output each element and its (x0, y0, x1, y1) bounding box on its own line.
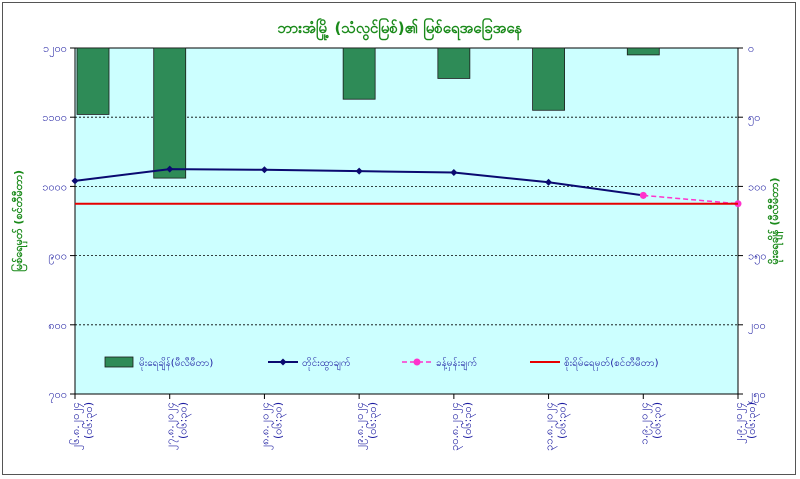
right-tick-label-4: ၂၀၀ (748, 319, 766, 334)
x-tick-label-4: ၃၀.၈.၂၀၂၄(၀၆:၃၀) (448, 402, 476, 451)
x-tick-date-6: ၁.၉.၂၀၂၄ (637, 402, 652, 445)
x-tick-time-6: (၀၆:၃၀) (650, 402, 665, 439)
x-tick-time-0: (၀၆:၃၀) (82, 402, 97, 439)
rain-bar-4 (437, 47, 471, 79)
x-tick-date-4: ၃၀.၈.၂၀၂၄ (448, 402, 463, 451)
rain-bar-6 (626, 47, 660, 56)
right-tick-label-2: ၁၀၀ (748, 180, 767, 193)
x-tick-time-2: (၀၆:၃၀) (271, 402, 286, 439)
x-tick-time-1: (၀၆:၃၀) (177, 402, 192, 439)
x-tick-label-3: ၂၉.၈.၂၀၂၄(၀၆:၃၀) (353, 402, 381, 450)
x-tick-time-4: (၀၆:၃၀) (461, 402, 476, 439)
measured-point-2 (260, 166, 268, 174)
rain-bar-3 (342, 47, 376, 100)
left-tick-label-2: ၁၀၀၀ (42, 180, 67, 193)
rain-bar-1 (153, 47, 187, 179)
legend-label-1: တိုင်းထွာချက် (302, 356, 351, 371)
measured-point-1 (166, 165, 174, 173)
x-tick-label-1: ၂၇.၈.၂၀၂၄(၀၆:၃၀) (164, 402, 192, 450)
legend-label-0: မိုးရေချိန်(မီလီမီတာ) (139, 356, 213, 371)
left-tick-label-4: ၈၀၀ (48, 319, 67, 332)
legend-label-2: ခန့်မှန်းချက် (436, 356, 477, 371)
x-tick-date-5: ၃၁.၈.၂၀၂၄ (543, 402, 558, 451)
x-tick-label-6: ၁.၉.၂၀၂၄(၀၆:၃၀) (637, 402, 665, 445)
measured-point-0 (71, 177, 79, 185)
x-tick-label-7: ၂.၉.၂၀၂၄(၀၆:၃၀) (732, 402, 760, 444)
chart-title: ဘားအံမြို့ (သံလွင်မြစ်)၏ မြစ်ရေအခြေအနေ (278, 17, 523, 41)
forecast-point-0 (639, 191, 647, 199)
x-tick-time-3: (၀၆:၃၀) (366, 402, 381, 439)
x-tick-date-7: ၂.၉.၂၀၂၄ (732, 402, 747, 444)
right-tick-label-0: ၀ (748, 42, 754, 55)
left-tick-label-0: ၁၂၀၀ (43, 42, 67, 57)
gridlines (75, 116, 738, 326)
x-tick-date-3: ၂၉.၈.၂၀၂၄ (353, 402, 368, 450)
legend-label-3: စိုးရိမ်ရေမှတ်(စင်တီမီတာ) (564, 356, 659, 371)
x-tick-date-1: ၂၇.၈.၂၀၂၄ (164, 402, 179, 450)
right-tick-label-1: ၅၀ (748, 111, 760, 126)
legend-swatch-rain (104, 356, 134, 368)
measured-point-3 (355, 167, 363, 175)
x-tick-time-5: (၀၆:၃၀) (556, 402, 571, 439)
x-tick-time-7: (၀၆:၃၀) (745, 402, 760, 439)
right-tick-label-5: ၂၅၀ (748, 388, 766, 403)
right-axis-title: မိုးရေချိန် (မီလီမီတာ) (767, 178, 784, 265)
left-tick-label-5: ၇၀၀ (48, 388, 67, 403)
left-tick-label-1: ၁၁၀၀ (42, 111, 67, 124)
rain-bar-5 (532, 47, 565, 111)
x-tick-date-0: ၂၆.၈.၂၀၂၄ (69, 402, 84, 450)
x-tick-label-0: ၂၆.၈.၂၀၂၄(၀၆:၃၀) (69, 402, 97, 450)
right-tick-label-3: ၁၅၀ (748, 250, 767, 265)
legend-marker-forecast (413, 358, 421, 366)
x-axis: ၂၆.၈.၂၀၂၄(၀၆:၃၀) ၂၇.၈.၂၀၂၄(၀၆:၃၀) ၂၈.၈.၂၀၂… (69, 394, 760, 451)
left-axis-title: မြစ်ရေမှတ် (စင်တီမီတာ) (10, 170, 28, 272)
x-tick-date-2: ၂၈.၈.၂၀၂၄ (258, 402, 273, 450)
lines (71, 165, 742, 208)
rain-bar-0 (76, 47, 110, 115)
x-tick-label-5: ၃၁.၈.၂၀၂၄(၀၆:၃၀) (543, 402, 571, 451)
legend-marker-measured (279, 358, 287, 366)
x-tick-label-2: ၂၈.၈.၂၀၂၄(၀၆:၃၀) (258, 402, 286, 450)
measured-point-4 (450, 169, 458, 177)
left-tick-label-3: ၉၀၀ (48, 250, 67, 265)
rain-bars (76, 47, 660, 179)
measured-point-5 (545, 178, 553, 186)
legend: မိုးရေချိန်(မီလီမီတာ) တိုင်းထွာချက် ခန့်မှ… (104, 356, 659, 371)
